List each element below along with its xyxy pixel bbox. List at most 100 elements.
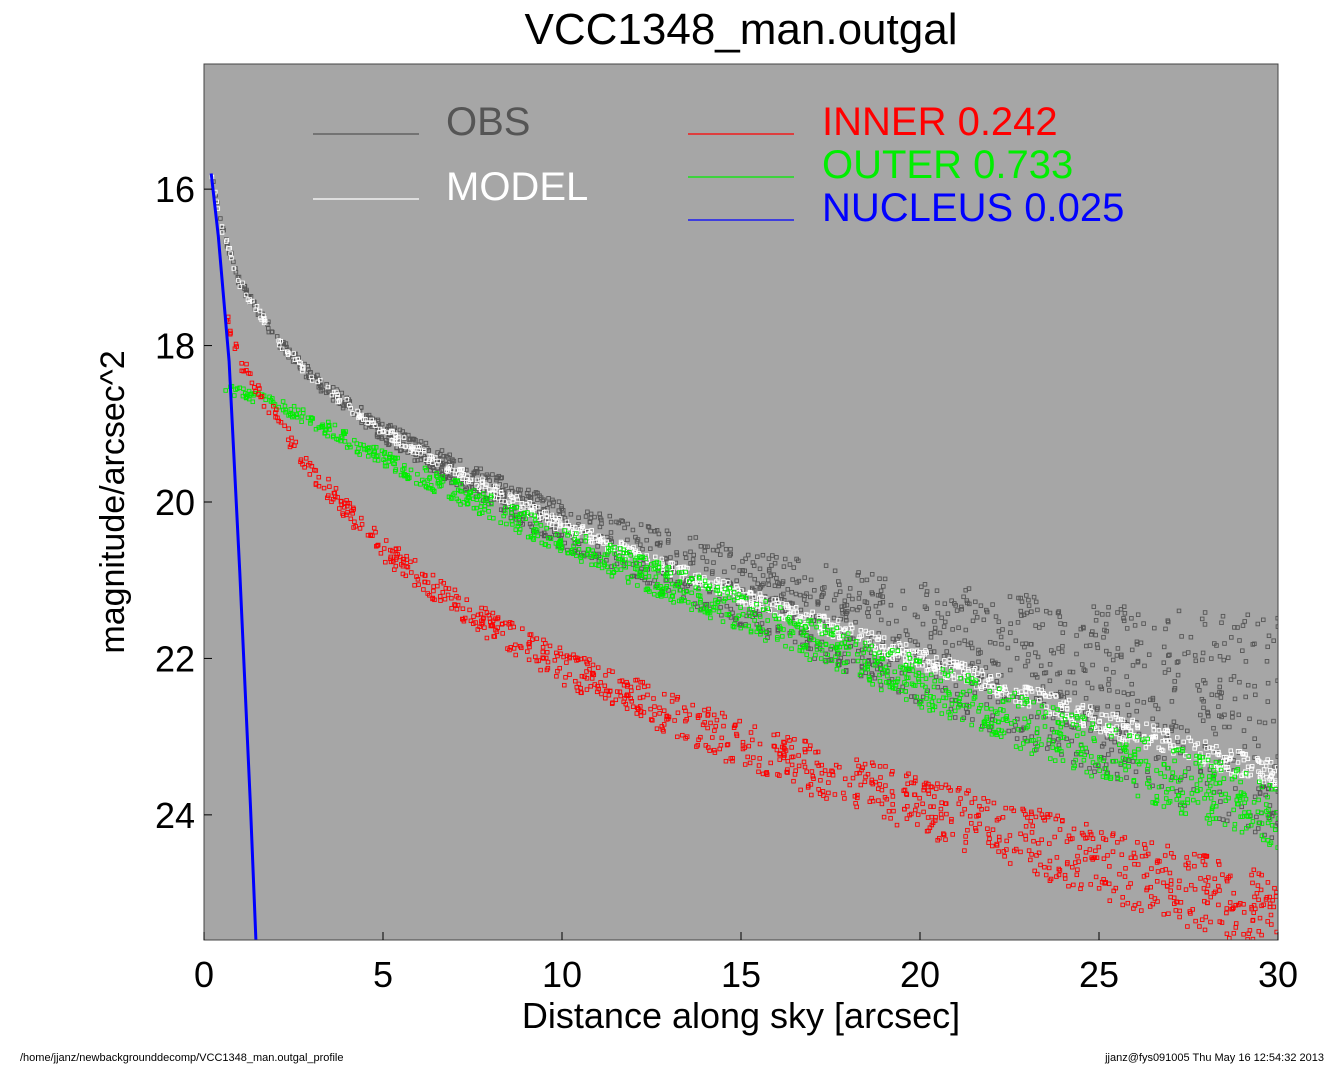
data-point xyxy=(383,538,389,543)
data-point xyxy=(760,573,766,578)
data-point xyxy=(876,798,881,803)
data-point xyxy=(1260,772,1265,778)
data-point xyxy=(862,640,868,646)
data-point xyxy=(1202,622,1208,627)
data-point xyxy=(324,381,329,387)
data-point xyxy=(288,407,294,412)
data-point xyxy=(1151,734,1156,740)
data-point xyxy=(322,431,327,436)
data-point xyxy=(869,780,874,785)
data-point xyxy=(468,477,474,482)
data-point xyxy=(1213,731,1218,737)
data-point xyxy=(1245,682,1251,688)
data-point xyxy=(1231,931,1237,936)
data-point xyxy=(1198,751,1203,756)
data-point xyxy=(802,749,808,755)
data-point xyxy=(680,584,685,589)
data-point xyxy=(973,826,978,831)
data-point xyxy=(1244,813,1250,819)
data-point xyxy=(480,476,485,482)
data-point xyxy=(1089,632,1094,637)
data-point xyxy=(1126,725,1131,730)
data-point xyxy=(1090,629,1095,634)
data-point xyxy=(1124,775,1129,780)
data-point xyxy=(1170,775,1175,780)
data-point xyxy=(1242,619,1247,624)
data-point xyxy=(1255,826,1261,831)
data-point xyxy=(369,417,375,423)
data-point xyxy=(803,612,809,617)
data-point xyxy=(588,515,594,521)
data-point xyxy=(796,753,801,758)
data-point xyxy=(1206,713,1211,719)
data-point xyxy=(525,534,531,540)
data-point xyxy=(894,618,899,624)
data-point xyxy=(792,737,797,742)
data-point xyxy=(1082,752,1088,758)
data-point xyxy=(884,796,890,802)
data-point xyxy=(1191,797,1196,803)
data-point xyxy=(1104,735,1110,740)
data-point xyxy=(675,734,680,740)
data-point xyxy=(1144,721,1149,727)
data-point xyxy=(503,483,508,488)
data-point xyxy=(418,439,424,444)
data-point xyxy=(597,515,603,521)
data-point xyxy=(1211,749,1216,755)
data-point xyxy=(886,809,892,814)
data-point xyxy=(291,351,296,356)
data-point xyxy=(587,667,592,672)
data-point xyxy=(612,551,617,556)
data-point xyxy=(713,723,718,729)
data-point xyxy=(939,815,944,821)
data-point xyxy=(1019,689,1024,694)
data-point xyxy=(1035,871,1040,877)
data-point xyxy=(1064,707,1070,712)
data-point xyxy=(909,681,915,687)
data-point xyxy=(774,747,780,753)
data-point xyxy=(877,576,882,581)
data-point xyxy=(1211,891,1217,896)
data-point xyxy=(928,649,934,655)
data-point xyxy=(754,601,759,607)
data-point xyxy=(771,732,777,738)
data-point xyxy=(869,777,875,783)
data-point xyxy=(546,496,551,501)
data-point xyxy=(233,387,238,392)
data-point xyxy=(608,519,614,525)
data-point xyxy=(1016,703,1021,709)
data-point xyxy=(942,671,948,677)
data-point xyxy=(850,775,856,781)
data-point xyxy=(998,734,1004,739)
data-point xyxy=(534,636,540,641)
data-point xyxy=(1197,777,1203,783)
data-point xyxy=(607,513,613,519)
data-point xyxy=(316,483,322,489)
data-point xyxy=(824,605,830,611)
data-point xyxy=(1064,722,1069,728)
data-point xyxy=(614,567,619,572)
data-point xyxy=(1015,716,1020,722)
data-point xyxy=(781,627,786,632)
data-point xyxy=(462,615,468,621)
data-point xyxy=(348,405,353,411)
data-point xyxy=(998,707,1003,712)
data-point xyxy=(949,666,954,671)
data-point xyxy=(590,662,596,668)
data-point xyxy=(1218,792,1224,797)
data-point xyxy=(840,633,846,639)
data-point xyxy=(629,688,634,694)
data-point xyxy=(1108,774,1114,780)
data-point xyxy=(1114,653,1120,658)
data-point xyxy=(298,457,304,462)
data-point xyxy=(576,547,582,552)
data-point xyxy=(874,660,880,665)
data-point xyxy=(1121,618,1127,624)
footer-timestamp: jjanz@fys091005 Thu May 16 12:54:32 2013 xyxy=(1105,1052,1324,1064)
data-point xyxy=(330,385,336,390)
data-point xyxy=(752,576,757,582)
data-point xyxy=(787,619,792,624)
data-point xyxy=(856,648,861,654)
data-point xyxy=(1269,835,1275,840)
data-point xyxy=(1060,630,1066,635)
